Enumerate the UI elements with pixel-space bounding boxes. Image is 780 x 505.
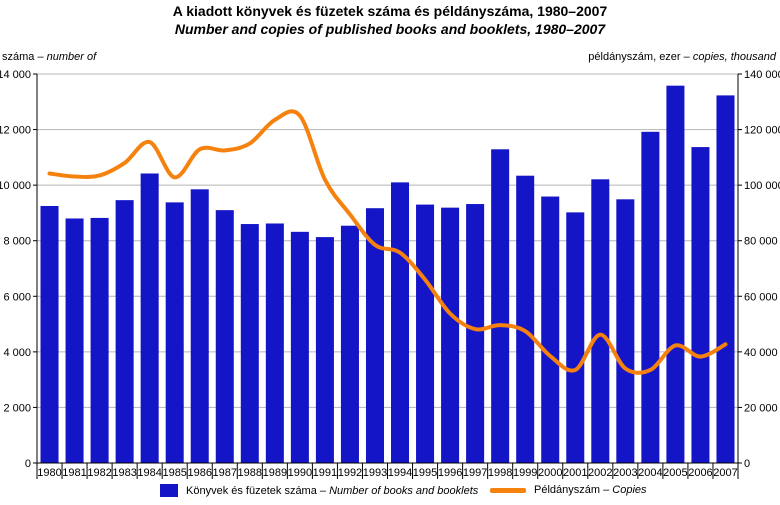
- left-tick-label: 12 000: [0, 125, 31, 137]
- x-tick-label: 1994: [388, 467, 412, 479]
- x-tick-label: 1987: [213, 467, 237, 479]
- bar: [691, 147, 710, 464]
- bar: [516, 175, 535, 463]
- bar: [666, 85, 685, 464]
- left-tick-label: 10 000: [0, 180, 31, 192]
- x-tick-label: 1990: [288, 467, 312, 479]
- x-tick-label: 2005: [663, 467, 687, 479]
- x-tick-label: 2006: [688, 467, 712, 479]
- right-tick-label: 60 000: [744, 291, 778, 303]
- x-tick-label: 2003: [613, 467, 637, 479]
- right-tick-label: 20 000: [744, 402, 778, 414]
- line-series: [47, 109, 728, 375]
- right-axis-label-hu: példányszám, ezer –: [588, 51, 693, 63]
- bar: [616, 199, 635, 463]
- legend-swatch-bar: [160, 484, 178, 497]
- left-tick-label: 4 000: [3, 347, 31, 359]
- legend-item-books: Könyvek és füzetek száma – Number of boo…: [160, 484, 478, 497]
- x-tick-label: 1992: [338, 467, 362, 479]
- x-tick-label: 2001: [563, 467, 587, 479]
- bar: [340, 225, 359, 463]
- left-tick-label: 8 000: [3, 236, 31, 248]
- left-tick-label: 0: [25, 458, 31, 470]
- bar-series: [40, 85, 735, 464]
- right-tick-label: 120 000: [744, 125, 780, 137]
- right-axis-label-en: copies, thousand: [692, 51, 776, 63]
- right-tick-label: 100 000: [744, 180, 780, 192]
- x-tick-label: 1989: [263, 467, 287, 479]
- bar: [65, 218, 84, 463]
- left-axis-label-hu: száma –: [2, 51, 47, 63]
- bar: [290, 231, 309, 463]
- right-axis-label: példányszám, ezer – copies, thousand: [588, 51, 776, 63]
- copies-line: [47, 109, 728, 375]
- axes: [33, 73, 742, 479]
- right-tick-label: 80 000: [744, 236, 778, 248]
- bar: [315, 237, 334, 463]
- bar: [240, 224, 259, 463]
- bar: [40, 205, 59, 463]
- left-tick-label: 6 000: [3, 291, 31, 303]
- legend-books-hu: Könyvek és füzetek száma –: [186, 484, 327, 497]
- x-tick-label: 1982: [87, 467, 111, 479]
- legend-books-en: Number of books and booklets: [329, 484, 479, 497]
- x-tick-label: 1983: [112, 467, 136, 479]
- bar: [265, 223, 284, 463]
- bar: [165, 202, 184, 463]
- x-tick-label: 1997: [463, 467, 487, 479]
- bar: [641, 131, 660, 463]
- x-tick-label: 2007: [713, 467, 737, 479]
- bar: [140, 173, 159, 464]
- bar: [441, 207, 460, 463]
- right-tick-label: 0: [744, 458, 750, 470]
- legend-copies-hu: Példányszám –: [534, 484, 610, 496]
- left-tick-label: 2 000: [3, 402, 31, 414]
- left-axis-label: száma – number of: [2, 51, 96, 63]
- right-tick-label: 140 000: [744, 69, 780, 81]
- bar: [716, 95, 735, 464]
- x-tick-label: 1993: [363, 467, 387, 479]
- x-tick-label: 2004: [638, 467, 662, 479]
- left-axis-label-en: number of: [46, 51, 97, 63]
- x-tick-label: 1998: [488, 467, 512, 479]
- x-tick-label: 1980: [37, 467, 61, 479]
- x-tick-label: 1985: [162, 467, 186, 479]
- legend-item-copies: Példányszám – Copies: [490, 484, 647, 496]
- bar: [541, 196, 560, 463]
- bar: [591, 179, 610, 463]
- x-tick-label: 1996: [438, 467, 462, 479]
- bar: [566, 212, 585, 463]
- legend-copies-en: Copies: [612, 484, 647, 496]
- x-tick-label: 2002: [588, 467, 612, 479]
- bar: [416, 204, 435, 464]
- x-tick-label: 1995: [413, 467, 437, 479]
- bar: [391, 182, 410, 463]
- x-tick-label: 1991: [313, 467, 337, 479]
- x-tick-label: 1986: [187, 467, 211, 479]
- bar: [466, 204, 485, 463]
- tick-labels: 0 0 2 000 20 000 4 000 40 000 6 000 60 000 8 000…: [0, 69, 780, 479]
- chart-subtitle: Number and copies of published books and…: [174, 21, 606, 37]
- bar: [365, 208, 384, 463]
- left-tick-label: 14 000: [0, 69, 31, 81]
- bar: [115, 200, 134, 463]
- x-tick-label: 2000: [538, 467, 562, 479]
- chart-title: A kiadott könyvek és füzetek száma és pé…: [172, 3, 608, 19]
- bar: [491, 149, 510, 463]
- bar: [190, 189, 209, 463]
- x-tick-label: 1988: [238, 467, 262, 479]
- x-tick-label: 1981: [62, 467, 86, 479]
- x-tick-label: 1984: [137, 467, 161, 479]
- bar: [215, 210, 234, 463]
- right-tick-label: 40 000: [744, 347, 778, 359]
- x-tick-label: 1999: [513, 467, 537, 479]
- bar: [90, 217, 109, 463]
- legend-swatch-line: [490, 487, 526, 493]
